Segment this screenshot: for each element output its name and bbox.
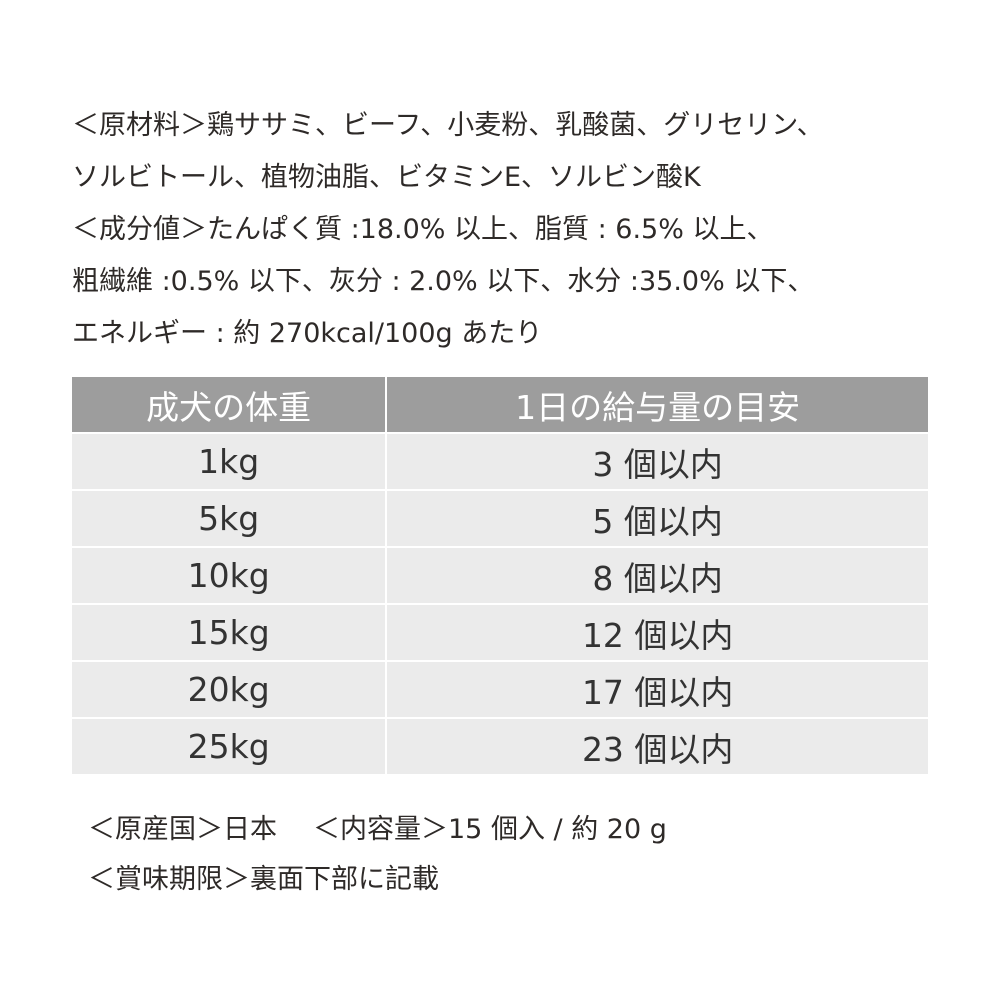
cell-daily-amount: 8 個以内 (386, 546, 928, 604)
origin: ＜原産国＞日本 (88, 814, 277, 845)
table-row: 10kg 8 個以内 (72, 546, 928, 604)
cell-daily-amount: 5 個以内 (386, 489, 928, 547)
ingredients-info: ＜原材料＞鶏ササミ、ビーフ、小麦粉、乳酸菌、グリセリン、 ソルビトール、植物油脂… (72, 100, 952, 360)
cell-weight: 15kg (72, 603, 388, 661)
header-daily-amount: 1日の給与量の目安 (386, 377, 928, 433)
expiry: ＜賞味期限＞裏面下部に記載 (88, 864, 439, 895)
cell-weight: 5kg (72, 489, 388, 547)
table-row: 20kg 17 個以内 (72, 660, 928, 718)
cell-daily-amount: 12 個以内 (386, 603, 928, 661)
header-weight: 成犬の体重 (72, 377, 388, 433)
contents: ＜内容量＞15 個入 / 約 20 g (313, 814, 667, 845)
info-line: ＜成分値＞たんぱく質 :18.0% 以上、脂質 : 6.5% 以上、 (72, 214, 774, 245)
feeding-table: 成犬の体重 1日の給与量の目安 1kg 3 個以内 5kg 5 個以内 10kg 8 個以… (72, 377, 928, 774)
table-header-row: 成犬の体重 1日の給与量の目安 (72, 377, 928, 433)
cell-daily-amount: 17 個以内 (386, 660, 928, 718)
footer-info: ＜原産国＞日本 ＜内容量＞15 個入 / 約 20 g ＜賞味期限＞裏面下部に記載 (88, 805, 667, 905)
cell-weight: 20kg (72, 660, 388, 718)
table-row: 15kg 12 個以内 (72, 603, 928, 661)
table-row: 25kg 23 個以内 (72, 717, 928, 774)
table-row: 1kg 3 個以内 (72, 432, 928, 490)
info-line: エネルギー : 約 270kcal/100g あたり (72, 318, 543, 349)
cell-daily-amount: 3 個以内 (386, 432, 928, 490)
info-line: 粗繊維 :0.5% 以下、灰分 : 2.0% 以下、水分 :35.0% 以下、 (72, 266, 815, 297)
info-line: ＜原材料＞鶏ササミ、ビーフ、小麦粉、乳酸菌、グリセリン、 (72, 110, 824, 141)
cell-weight: 10kg (72, 546, 388, 604)
cell-weight: 1kg (72, 432, 388, 490)
info-line: ソルビトール、植物油脂、ビタミンE、ソルビン酸K (72, 162, 701, 193)
table-row: 5kg 5 個以内 (72, 489, 928, 547)
cell-weight: 25kg (72, 717, 388, 774)
cell-daily-amount: 23 個以内 (386, 717, 928, 774)
